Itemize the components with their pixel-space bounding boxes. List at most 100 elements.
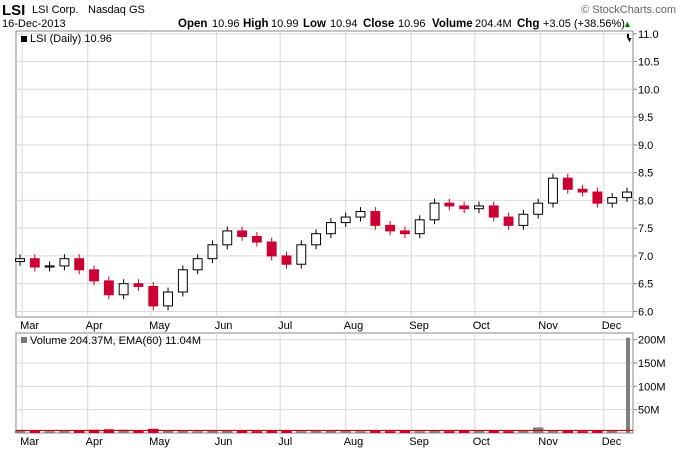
volume-bar — [518, 430, 529, 433]
candle-body — [15, 258, 25, 262]
price-x-tick-label: Dec — [602, 320, 622, 332]
volume-bar — [281, 430, 292, 433]
candle-body — [177, 269, 188, 293]
volume-bar — [133, 430, 144, 433]
volume-bar — [503, 431, 514, 433]
volume-bar — [592, 430, 603, 433]
volume-bar — [296, 431, 307, 433]
candle-body — [251, 235, 262, 243]
candle-body — [355, 210, 366, 218]
volume-x-tick-label: Jul — [278, 436, 292, 448]
candle-body — [266, 241, 277, 257]
volume-bar — [562, 430, 573, 433]
price-y-tick-label: 7.5 — [638, 223, 653, 235]
price-y-tick-label: 8.0 — [638, 195, 653, 207]
volume-y-tick-label: 150M — [638, 358, 666, 370]
volume-bar — [458, 430, 470, 433]
volume-bar — [118, 429, 129, 433]
volume-legend-swatch-icon — [21, 337, 27, 343]
volume-x-tick-label: Oct — [473, 436, 490, 448]
price-x-tick-label: Sep — [409, 320, 429, 332]
volume-x-tick-label: Jun — [215, 436, 233, 448]
candle-body — [548, 177, 558, 204]
volume-bar — [74, 430, 85, 433]
price-y-tick-label: 6.5 — [638, 279, 653, 291]
volume-bar — [310, 430, 322, 433]
volume-x-tick-label: Mar — [20, 436, 39, 448]
price-x-tick-label: Aug — [344, 320, 364, 332]
candle-body — [577, 188, 588, 193]
exchange: Nasdaq GS — [88, 4, 145, 16]
volume-bar — [251, 431, 263, 433]
volume-bar — [162, 430, 174, 433]
candle-body — [311, 233, 322, 246]
price-y-tick-label: 10.5 — [638, 57, 659, 69]
volume-x-tick-label: Apr — [86, 436, 103, 448]
volume-bar — [340, 430, 351, 433]
price-y-tick-label: 10.0 — [638, 84, 659, 96]
volume-bar — [626, 337, 630, 433]
candle-body — [44, 265, 55, 268]
candle-body — [562, 177, 573, 190]
volume-bar — [88, 429, 100, 433]
volume-legend: Volume 204.37M, EMA(60) 11.04M — [30, 335, 201, 347]
volume-bar — [473, 430, 485, 433]
volume-x-axis: Mar Apr May Jun Jul Aug Sep Oct Nov Dec — [20, 436, 622, 448]
candles — [15, 33, 632, 311]
company-name: LSI Corp. — [32, 4, 78, 16]
candle-body — [325, 222, 336, 235]
price-x-tick-label: Jul — [278, 320, 292, 332]
price-x-tick-label: Nov — [538, 320, 558, 332]
volume-x-tick-label: Dec — [602, 436, 622, 448]
volume-x-tick-label: May — [149, 436, 170, 448]
candle-body — [518, 213, 529, 226]
candle-body — [340, 216, 351, 224]
volume-bar — [266, 430, 277, 433]
candle-body — [414, 219, 425, 235]
candle-body — [89, 269, 99, 282]
candle-body — [237, 230, 248, 237]
price-x-tick-label: May — [149, 320, 170, 332]
candle-body — [399, 230, 410, 235]
candle-body — [503, 216, 514, 226]
volume-bar — [444, 431, 455, 433]
chg-value: +3.05 (+38.56%) — [543, 18, 625, 30]
candle-body — [163, 291, 173, 307]
chg-label: Chg — [517, 18, 539, 30]
last-price-marker-icon: ▼ — [626, 37, 633, 44]
candle-body — [133, 283, 144, 287]
candle-body — [192, 258, 203, 271]
price-x-tick-label: Jun — [215, 320, 233, 332]
candle-body — [474, 205, 484, 210]
candle-body — [296, 244, 307, 265]
price-x-tick-label: Oct — [473, 320, 490, 332]
volume-grid — [16, 333, 633, 433]
price-x-tick-label: Apr — [86, 320, 103, 332]
candle-body — [488, 205, 499, 218]
price-y-axis: 6.0 6.5 7.0 7.5 8.0 8.5 9.0 9.5 10.0 10.5 11.0 — [633, 29, 659, 318]
candle-body — [533, 202, 544, 215]
volume-bar — [384, 431, 396, 433]
volume-bar — [325, 430, 337, 433]
close-label: Close — [363, 18, 394, 30]
volume-bar — [399, 430, 411, 433]
volume-bar — [414, 431, 425, 433]
price-x-tick-label: Mar — [20, 320, 39, 332]
price-y-tick-label: 7.0 — [638, 251, 653, 263]
high-label: High — [243, 18, 269, 30]
volume-bar — [577, 431, 588, 433]
volume-bar — [29, 430, 40, 433]
volume-y-axis: 50M 100M 150M 200M — [633, 335, 666, 417]
high-value: 10.99 — [271, 18, 299, 30]
volume-bar — [222, 430, 233, 433]
volume-x-tick-label: Nov — [538, 436, 558, 448]
price-y-tick-label: 9.5 — [638, 112, 653, 124]
quote-date: 16-Dec-2013 — [2, 18, 66, 30]
price-y-tick-label: 6.0 — [638, 306, 653, 318]
candle-body — [622, 191, 632, 199]
price-y-tick-label: 9.0 — [638, 140, 653, 152]
candle-body — [459, 205, 470, 210]
candle-body — [607, 197, 618, 204]
legend-swatch-icon — [21, 36, 27, 42]
